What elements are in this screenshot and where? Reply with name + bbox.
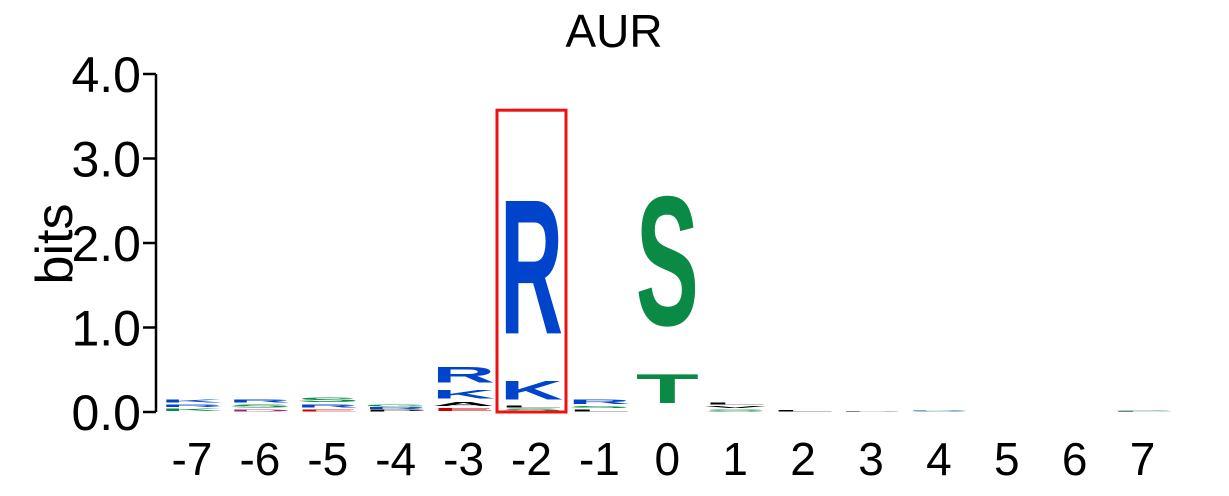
logo-letter: D: [228, 409, 291, 412]
logo-letter: R: [568, 399, 631, 406]
logo-letter: R: [432, 362, 495, 388]
logo-column: ERS: [296, 397, 359, 412]
logo-column: LS: [1111, 409, 1174, 412]
logo-letter: K: [432, 388, 495, 401]
logo-column: SVL: [704, 403, 767, 412]
x-tick-label: 0: [655, 433, 681, 485]
x-tick-label: 5: [994, 433, 1020, 485]
logo-column: TS: [636, 159, 699, 412]
logo-letter: R: [296, 404, 359, 409]
x-tick-label: 2: [790, 433, 816, 485]
x-tick-label: -4: [375, 433, 416, 485]
logo-letter: V: [704, 405, 767, 408]
logo-letter: S: [228, 404, 291, 409]
logo-letter: L: [704, 403, 767, 406]
logo-letter: L: [500, 405, 563, 408]
logo-letter: R: [160, 404, 223, 408]
logo-letter: R: [500, 159, 563, 374]
logo-letter: G: [364, 404, 427, 407]
highlight-box: [495, 108, 568, 414]
logo-letter: S: [568, 405, 631, 408]
logo-letter: P: [364, 410, 427, 413]
logo-column: DSR: [228, 399, 291, 412]
logo-letter: S: [636, 159, 699, 366]
logo-column: L: [772, 410, 835, 412]
x-tick-label: -2: [511, 433, 552, 485]
logo-letter: T: [636, 365, 699, 411]
logo-letter: L: [568, 409, 631, 412]
y-axis-label: bits: [26, 204, 84, 285]
logo-letter: S: [296, 397, 359, 404]
logo-letter: R: [364, 407, 427, 410]
logo-letter: S: [1111, 409, 1174, 410]
logo-letter: P: [840, 411, 903, 412]
x-tick-label: -1: [579, 433, 620, 485]
logo-letter: E: [296, 409, 359, 412]
x-tick-label: 7: [1130, 433, 1156, 485]
x-tick-label: 4: [926, 433, 952, 485]
x-tick-label: -6: [239, 433, 280, 485]
x-tick-label: -7: [172, 433, 213, 485]
x-tick-label: -5: [307, 433, 348, 485]
logo-letter: R: [907, 409, 970, 410]
chart-title: AUR: [565, 5, 662, 57]
logo-letter: K: [500, 376, 563, 406]
logo-letter: S: [704, 409, 767, 412]
y-tick-label: 1.0: [71, 301, 141, 357]
y-axis-ticks: 0.0 1.0 2.0 3.0 4.0: [71, 47, 156, 441]
logo-column: KRK: [160, 399, 224, 413]
logo-column: P: [840, 411, 903, 412]
logo-column: LSR: [568, 399, 631, 412]
y-tick-label: 2.0: [71, 216, 141, 272]
logo-letter: S: [907, 411, 970, 412]
logo-letter: S: [500, 408, 563, 412]
x-tick-label: -3: [443, 433, 484, 485]
x-tick-label: 1: [722, 433, 748, 485]
y-tick-label: 0.0: [71, 385, 141, 441]
x-axis-tick-labels: -7 -6 -5 -4 -3 -2 -1 0 1 2 3 4 5 6 7: [172, 433, 1156, 485]
logo-letter: E: [432, 407, 495, 412]
logo-letter: L: [772, 410, 835, 412]
logo-column: PRG: [364, 404, 427, 412]
y-tick-label: 4.0: [71, 47, 141, 103]
x-tick-label: 3: [858, 433, 884, 485]
logo-column: SR: [907, 409, 970, 412]
logo-letter: A: [432, 401, 495, 407]
x-tick-label: 6: [1062, 433, 1088, 485]
logo-letter: R: [228, 399, 291, 404]
logo-letter: K: [160, 408, 224, 412]
y-tick-label: 3.0: [71, 132, 141, 188]
logo-letter: L: [1111, 411, 1174, 412]
logo-letter: K: [160, 399, 224, 404]
